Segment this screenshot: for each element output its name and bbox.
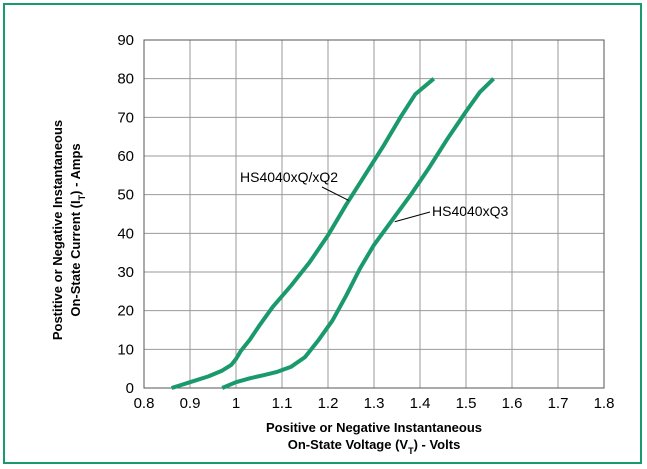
y-tick-label-1: 10 bbox=[117, 341, 134, 358]
y-tick-label-7: 70 bbox=[117, 109, 134, 126]
y-tick-label-0: 0 bbox=[126, 380, 134, 397]
x-tick-label-4: 1.2 bbox=[318, 395, 339, 412]
y-tick-labels: 0 10 20 30 40 50 60 70 80 90 bbox=[117, 32, 134, 397]
series-label-hs4040xq3: HS4040xQ3 bbox=[432, 203, 508, 219]
leader-line-hs4040xq3 bbox=[394, 211, 431, 223]
leader-line-hs4040xq-xq2 bbox=[321, 186, 349, 201]
y-tick-label-9: 90 bbox=[117, 32, 134, 49]
grid bbox=[143, 39, 605, 389]
y-axis-title-line1: Postitive or Negative Instantaneous bbox=[50, 120, 65, 340]
x-tick-label-5: 1.3 bbox=[364, 395, 385, 412]
series-lines bbox=[170, 77, 495, 390]
x-axis-title-line1: Positive or Negative Instantaneous bbox=[266, 420, 482, 435]
x-tick-label-1: 0.9 bbox=[180, 395, 201, 412]
x-tick-label-3: 1.1 bbox=[272, 395, 293, 412]
x-tick-label-10: 1.8 bbox=[594, 395, 615, 412]
y-tick-label-2: 20 bbox=[117, 303, 134, 320]
series-label-hs4040xq-xq2: HS4040xQ/xQ2 bbox=[240, 169, 338, 185]
y-axis-title-line2: On-State Current (IT) - Amps bbox=[68, 143, 87, 316]
y-tick-label-5: 50 bbox=[117, 187, 134, 204]
x-tick-label-7: 1.5 bbox=[456, 395, 477, 412]
x-tick-label-6: 1.4 bbox=[410, 395, 431, 412]
plot-border bbox=[143, 39, 605, 389]
y-tick-label-4: 40 bbox=[117, 225, 134, 242]
series-line-1 bbox=[221, 77, 495, 390]
x-axis-title-line2: On-State Voltage (VT) - Volts bbox=[288, 437, 461, 456]
x-tick-label-2: 1 bbox=[232, 395, 240, 412]
y-tick-label-6: 60 bbox=[117, 148, 134, 165]
x-tick-labels: 0.8 0.9 1 1.1 1.2 1.3 1.4 1.5 1.6 1.7 1.8 bbox=[134, 395, 615, 412]
y-tick-label-3: 30 bbox=[117, 264, 134, 281]
series-line-0 bbox=[170, 77, 436, 390]
x-tick-label-8: 1.6 bbox=[502, 395, 523, 412]
x-tick-label-0: 0.8 bbox=[134, 395, 155, 412]
y-tick-label-8: 80 bbox=[117, 71, 134, 88]
x-tick-label-9: 1.7 bbox=[548, 395, 569, 412]
